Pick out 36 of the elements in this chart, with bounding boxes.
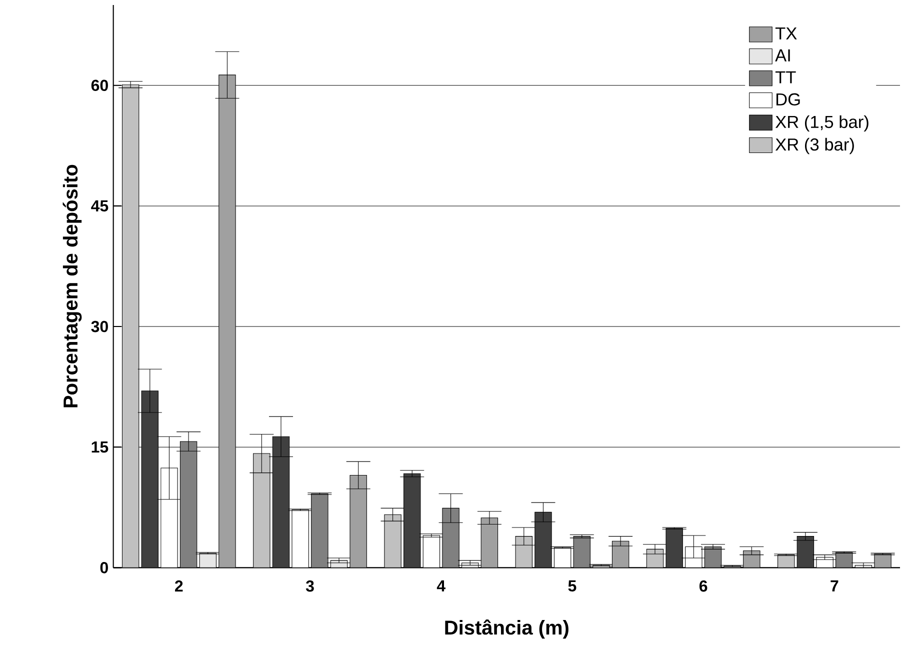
bar — [612, 540, 630, 568]
legend-label: AI — [775, 49, 790, 62]
bar — [796, 536, 814, 568]
x-tick-label: 2 — [175, 580, 183, 592]
bar — [180, 441, 198, 568]
x-tick-label: 6 — [699, 580, 708, 592]
bar — [666, 528, 683, 568]
y-tick-label: 0 — [100, 562, 108, 574]
x-axis-title: Distância (m) — [445, 620, 568, 639]
bar — [836, 552, 853, 568]
bar — [218, 74, 236, 568]
bar — [350, 474, 367, 568]
x-tick-label: 3 — [306, 580, 314, 592]
legend-label: XR (1,5 bar) — [775, 115, 868, 132]
bar — [442, 508, 460, 568]
bar — [141, 390, 158, 568]
bar — [704, 546, 722, 568]
x-tick-label: 7 — [830, 580, 838, 592]
x-tick-label: 5 — [568, 580, 576, 592]
bar — [534, 512, 552, 568]
bar — [743, 550, 760, 568]
bar — [272, 436, 290, 568]
legend-label: TT — [775, 71, 796, 84]
bar — [404, 473, 421, 568]
y-tick-label: 60 — [91, 80, 108, 92]
y-tick-label: 45 — [91, 200, 108, 212]
legend-label: XR (3 bar) — [775, 138, 854, 154]
y-tick-label: 15 — [92, 442, 108, 453]
legend-label: TX — [775, 27, 797, 40]
bar — [480, 518, 498, 568]
y-tick-label: 30 — [91, 320, 108, 332]
bar — [573, 536, 590, 568]
x-tick-label: 4 — [436, 580, 446, 592]
y-axis-title: Porcentagem de depósito — [62, 164, 82, 408]
bar — [311, 493, 328, 568]
legend-label: DG — [776, 93, 800, 106]
